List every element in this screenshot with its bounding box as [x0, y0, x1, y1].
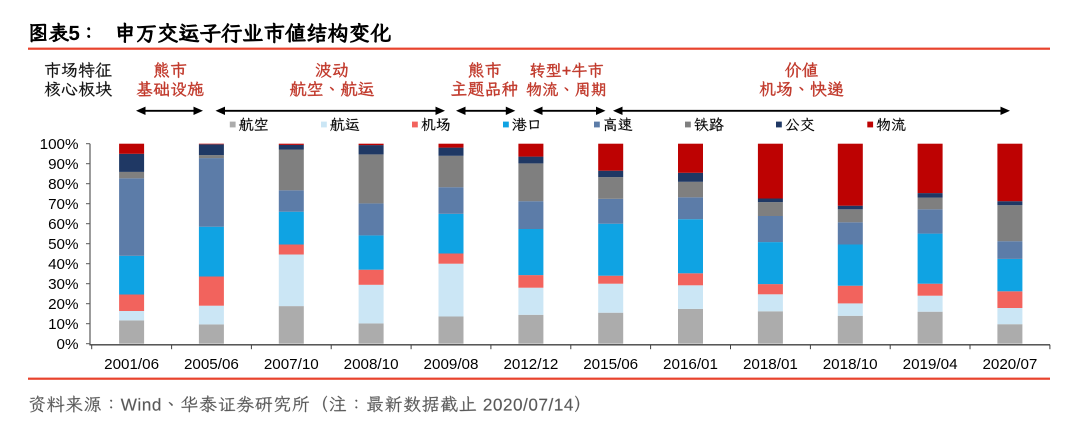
- svg-text:10%: 10%: [48, 316, 78, 333]
- svg-text:2016/01: 2016/01: [663, 356, 718, 373]
- svg-text:0%: 0%: [57, 336, 79, 353]
- svg-text:20%: 20%: [48, 296, 78, 313]
- svg-text:2018/01: 2018/01: [743, 356, 798, 373]
- svg-text:80%: 80%: [48, 176, 78, 193]
- svg-text:2008/10: 2008/10: [344, 356, 399, 373]
- svg-text:2007/10: 2007/10: [264, 356, 319, 373]
- svg-text:30%: 30%: [48, 276, 78, 293]
- svg-text:2020/07: 2020/07: [982, 356, 1037, 373]
- svg-text:2009/08: 2009/08: [424, 356, 479, 373]
- svg-text:100%: 100%: [40, 136, 79, 153]
- svg-text:2018/10: 2018/10: [823, 356, 878, 373]
- svg-text:60%: 60%: [48, 216, 78, 233]
- svg-text:2019/04: 2019/04: [903, 356, 958, 373]
- svg-text:70%: 70%: [48, 196, 78, 213]
- svg-text:50%: 50%: [48, 236, 78, 253]
- svg-text:2015/06: 2015/06: [583, 356, 638, 373]
- svg-text:2012/12: 2012/12: [503, 356, 558, 373]
- svg-text:2005/06: 2005/06: [184, 356, 239, 373]
- svg-text:2001/06: 2001/06: [104, 356, 159, 373]
- svg-text:40%: 40%: [48, 256, 78, 273]
- svg-text:90%: 90%: [48, 156, 78, 173]
